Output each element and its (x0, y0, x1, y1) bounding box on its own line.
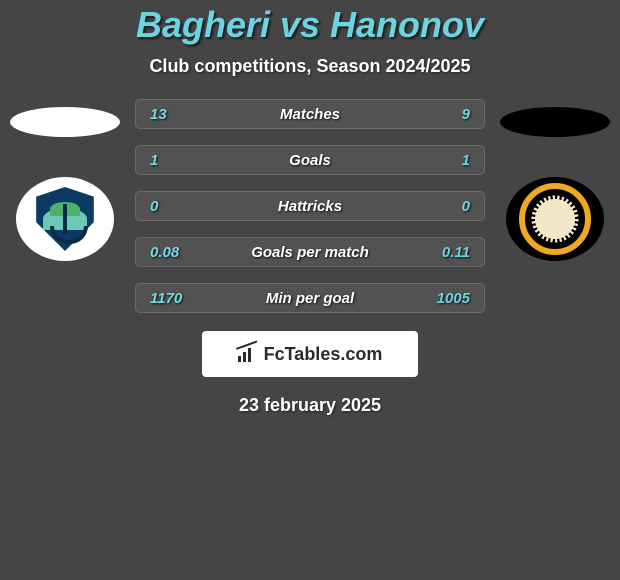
stat-left-value: 1170 (150, 290, 210, 307)
stat-row-matches: 13 Matches 9 (135, 99, 485, 129)
stat-label: Matches (210, 106, 410, 123)
stat-label: Hattricks (210, 198, 410, 215)
sun-ring-icon (519, 183, 591, 255)
stat-left-value: 13 (150, 106, 210, 123)
date-label: 23 february 2025 (239, 395, 381, 416)
stat-row-goals: 1 Goals 1 (135, 145, 485, 175)
brand-badge[interactable]: FcTables.com (202, 331, 418, 377)
anchor-icon (30, 184, 100, 254)
stat-label: Goals per match (210, 244, 410, 261)
stat-right-value: 1005 (410, 290, 470, 307)
page-title: Bagheri vs Hanonov (136, 4, 484, 46)
stat-label: Goals (210, 152, 410, 169)
sun-icon (535, 199, 575, 239)
stat-left-value: 0 (150, 198, 210, 215)
subtitle: Club competitions, Season 2024/2025 (149, 56, 470, 77)
main-row: 13 Matches 9 1 Goals 1 0 Hattricks 0 0.0… (0, 95, 620, 313)
comparison-card: Bagheri vs Hanonov Club competitions, Se… (0, 0, 620, 416)
right-team-col (495, 95, 615, 261)
left-club-logo (16, 177, 114, 261)
brand-text: FcTables.com (264, 344, 383, 365)
stat-row-hattricks: 0 Hattricks 0 (135, 191, 485, 221)
right-club-logo (506, 177, 604, 261)
stat-right-value: 1 (410, 152, 470, 169)
stats-column: 13 Matches 9 1 Goals 1 0 Hattricks 0 0.0… (135, 95, 485, 313)
chart-icon (238, 346, 258, 362)
left-team-oval (10, 107, 120, 137)
stat-right-value: 0.11 (410, 244, 470, 261)
stat-right-value: 0 (410, 198, 470, 215)
right-team-oval (500, 107, 610, 137)
stat-right-value: 9 (410, 106, 470, 123)
stat-left-value: 0.08 (150, 244, 210, 261)
left-team-col (5, 95, 125, 261)
stat-row-gpm: 0.08 Goals per match 0.11 (135, 237, 485, 267)
stat-row-mpg: 1170 Min per goal 1005 (135, 283, 485, 313)
stat-label: Min per goal (210, 290, 410, 307)
stat-left-value: 1 (150, 152, 210, 169)
